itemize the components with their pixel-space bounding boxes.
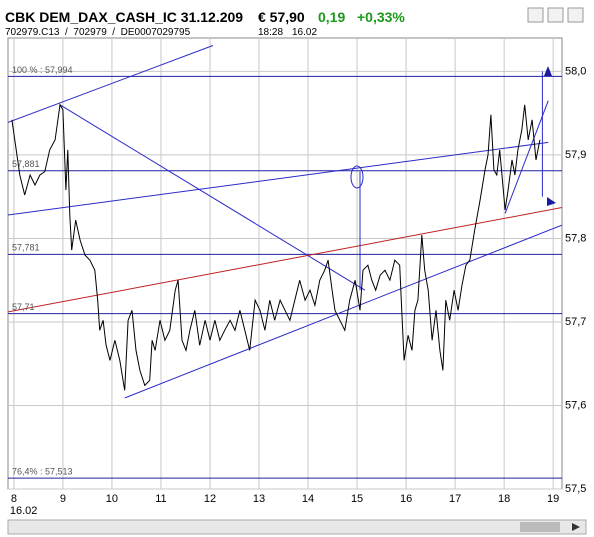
icon-button[interactable] [547,7,564,23]
icon-button[interactable] [567,7,584,23]
annotation-ellipse [350,165,364,189]
y-tick-label: 57,6 [565,399,586,411]
y-tick-label: 57,9 [565,149,586,161]
scroll-track[interactable] [7,519,587,535]
x-tick-label: 14 [302,493,314,505]
x-tick-label: 16 [400,493,412,505]
x-tick-label: 8 [11,493,17,505]
x-tick-label: 15 [351,493,363,505]
trend-line [8,141,549,216]
y-tick-label: 57,8 [565,232,586,244]
y-tick-label: 57,5 [565,483,586,495]
level-label: 57,781 [12,243,40,253]
x-tick-label: 18 [498,493,510,505]
y-tick-label: 57,7 [565,316,586,328]
time: 18:28 [258,27,284,38]
scroll-thumb[interactable] [520,522,560,532]
price-line [11,103,541,391]
marks [8,45,562,479]
ids: 702979.C13 / 702979 / DE0007029795 [5,27,191,38]
labels: 8 9 10 11 12 13 14 15 16 17 18 19 16.02 57,5 57,6 57,7 5… [10,65,587,517]
x-tick-label: 13 [253,493,265,505]
date: 16.02 [292,27,318,38]
trend-line [124,224,562,399]
plot-area [7,37,563,490]
x-tick-label: 17 [449,493,461,505]
level-label: 57,71 [12,302,35,312]
scrollbar [7,519,587,535]
level-label: 100 % : 57,994 [12,65,73,75]
scroll-arrow[interactable] [572,523,580,531]
price: € 57,90 [258,9,305,25]
x-tick-label: 9 [60,493,66,505]
y-tick-label: 58,0 [565,65,586,77]
level-label: 76,4% : 57,513 [12,467,73,477]
change-pct: +0,33% [357,9,405,25]
grid [8,38,562,490]
x-tick-label: 11 [155,493,166,505]
change: 0,19 [318,9,346,25]
trend-line [8,45,214,123]
trend-line [504,100,549,214]
icon-button[interactable] [527,7,544,23]
level-label: 57,881 [12,159,40,169]
toolbar-icons [527,7,584,23]
arrow-right [547,197,556,206]
trend-line [59,104,366,291]
x-date-label: 16.02 [10,505,38,517]
x-tick-label: 19 [547,493,559,505]
title: CBK DEM_DAX_CASH_IC 31.12.209 [5,9,244,25]
x-tick-label: 12 [204,493,216,505]
arrow-up [544,66,552,76]
x-tick-label: 10 [106,493,118,505]
trend-line [8,207,562,313]
